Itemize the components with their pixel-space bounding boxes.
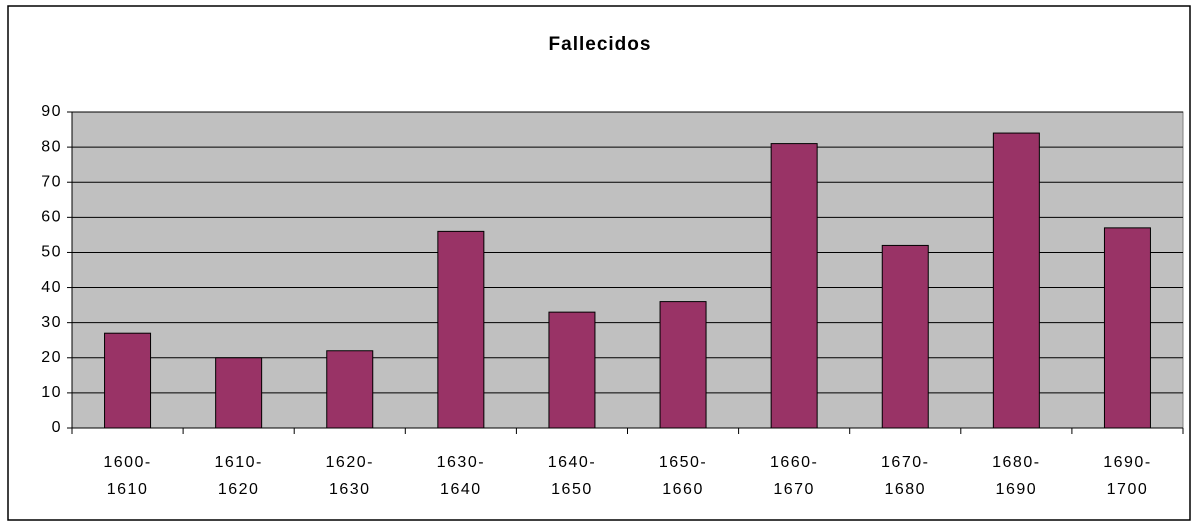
x-tick-label: 1660-1670 — [770, 454, 818, 498]
y-tick-label: 30 — [41, 314, 62, 331]
y-tick-label: 0 — [52, 419, 62, 436]
bar — [104, 332, 152, 429]
bar — [881, 244, 929, 429]
bar — [992, 132, 1040, 429]
bar — [770, 143, 818, 429]
x-tick-label: 1630-1640 — [437, 454, 485, 498]
x-tick-label: 1600-1610 — [103, 454, 151, 498]
bar — [437, 230, 485, 429]
bar — [215, 357, 263, 429]
bar — [659, 301, 707, 429]
y-tick-label: 40 — [41, 279, 62, 296]
bar — [548, 311, 596, 429]
x-tick-label: 1620-1630 — [326, 454, 374, 498]
y-tick-label: 80 — [41, 138, 62, 155]
x-tick-label: 1680-1690 — [992, 454, 1040, 498]
y-tick-label: 90 — [41, 103, 62, 120]
y-tick-label: 10 — [41, 384, 62, 401]
x-tick-label: 1690-1700 — [1103, 454, 1151, 498]
x-tick-label: 1670-1680 — [881, 454, 929, 498]
x-tick-label: 1640-1650 — [548, 454, 596, 498]
bar — [1103, 227, 1151, 429]
chart-title: Fallecidos — [549, 34, 652, 55]
y-tick-label: 20 — [41, 349, 62, 366]
y-tick-label: 70 — [41, 173, 62, 190]
x-tick-label: 1610-1620 — [214, 454, 262, 498]
x-tick-label: 1650-1660 — [659, 454, 707, 498]
bar — [326, 350, 374, 429]
y-tick-label: 50 — [41, 244, 62, 261]
y-tick-label: 60 — [41, 209, 62, 226]
